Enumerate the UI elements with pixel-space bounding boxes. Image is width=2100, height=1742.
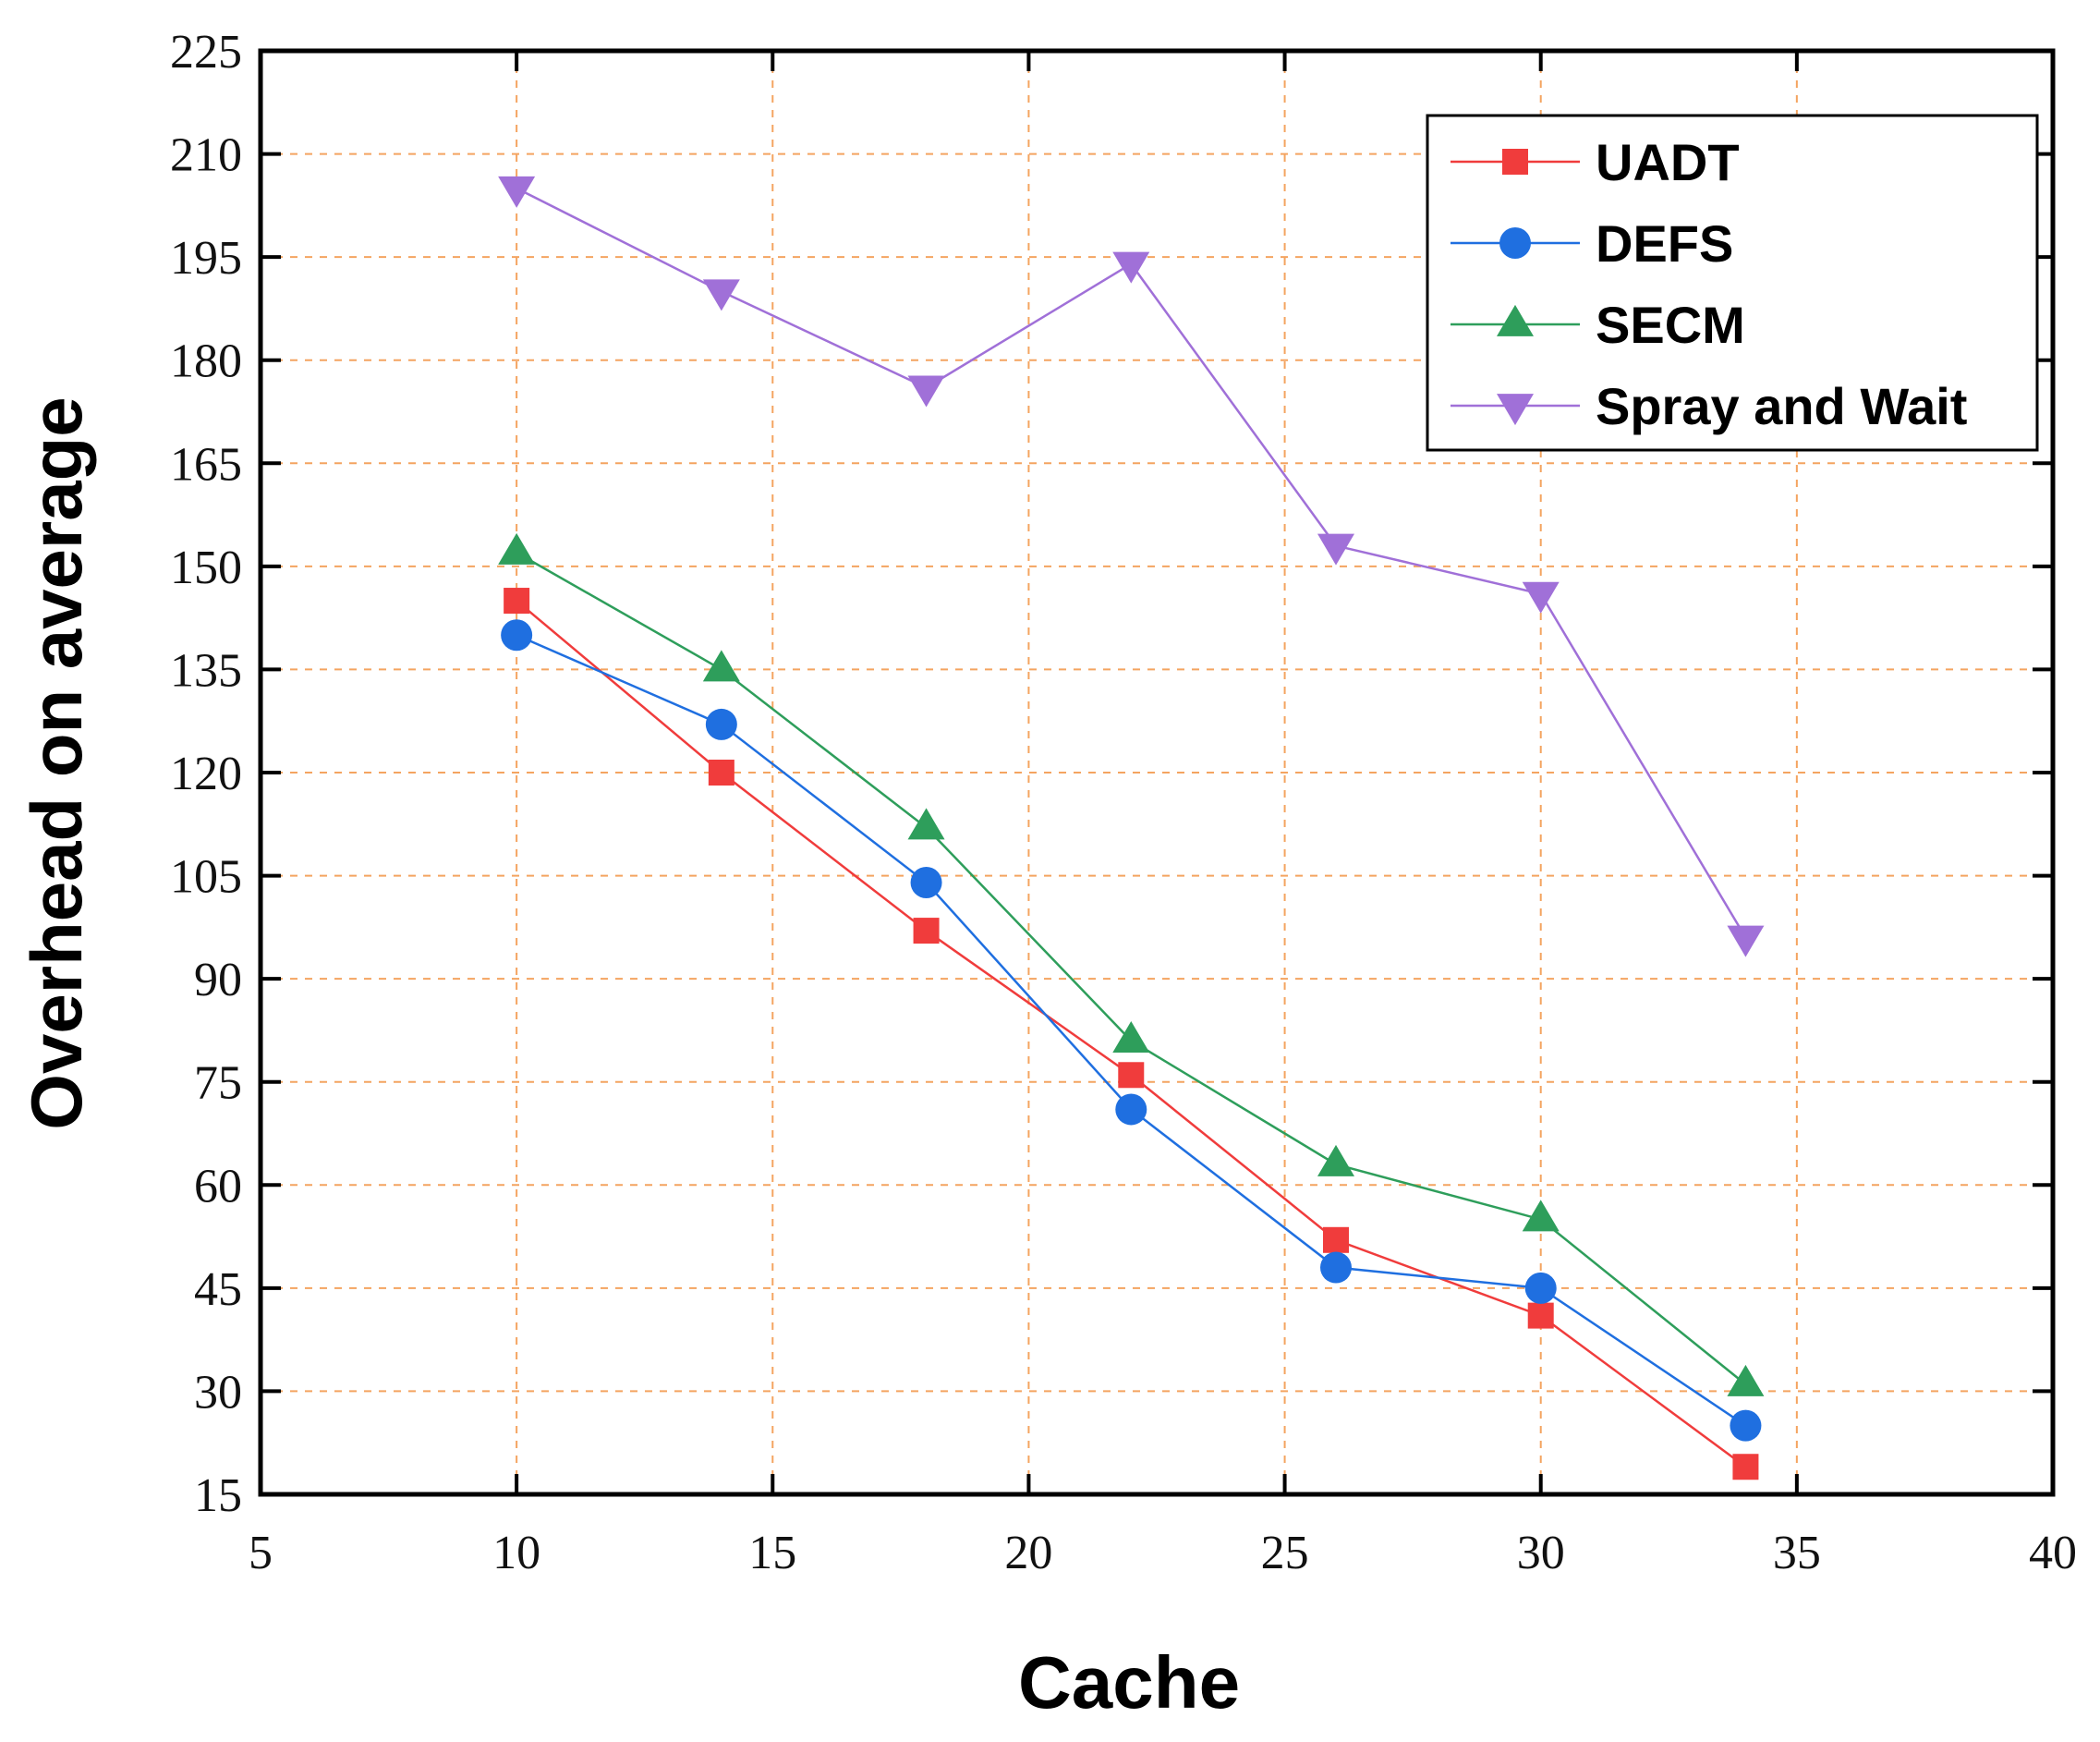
y-tick-label: 60 bbox=[194, 1160, 242, 1212]
legend-label: UADT bbox=[1596, 133, 1740, 191]
legend-item: SECM bbox=[1451, 296, 1745, 354]
x-tick-label: 15 bbox=[748, 1527, 796, 1579]
data-point bbox=[501, 619, 533, 652]
legend-item: DEFS bbox=[1451, 214, 1733, 273]
data-point bbox=[1730, 1409, 1762, 1442]
x-axis-title: Cache bbox=[1018, 1641, 1240, 1724]
legend-marker bbox=[1497, 304, 1534, 336]
data-point bbox=[702, 279, 740, 311]
x-tick-label: 40 bbox=[2029, 1527, 2077, 1579]
x-tick-label: 35 bbox=[1773, 1527, 1821, 1579]
series-spray-and-wait bbox=[498, 176, 1765, 957]
data-point bbox=[498, 532, 536, 565]
legend-marker bbox=[1502, 149, 1528, 175]
data-point bbox=[1727, 1364, 1765, 1396]
data-point bbox=[907, 808, 945, 840]
data-point bbox=[705, 708, 737, 740]
y-tick-label: 105 bbox=[170, 851, 242, 904]
data-point bbox=[1323, 1226, 1349, 1253]
data-point bbox=[1112, 251, 1150, 284]
legend-marker bbox=[1499, 227, 1531, 259]
x-tick-label: 10 bbox=[492, 1527, 540, 1579]
data-point bbox=[1320, 1251, 1352, 1284]
data-point bbox=[498, 176, 536, 208]
x-tick-label: 25 bbox=[1261, 1527, 1309, 1579]
data-point bbox=[913, 918, 940, 944]
y-tick-label: 225 bbox=[170, 26, 242, 79]
y-tick-label: 30 bbox=[194, 1366, 242, 1419]
legend-item: UADT bbox=[1451, 133, 1740, 191]
legend-label: SECM bbox=[1596, 296, 1745, 354]
y-tick-label: 135 bbox=[170, 644, 242, 697]
series-uadt bbox=[504, 588, 1759, 1480]
data-point bbox=[1727, 925, 1765, 957]
data-point bbox=[1112, 1021, 1150, 1054]
x-tick-label: 20 bbox=[1004, 1527, 1052, 1579]
data-point bbox=[504, 588, 530, 615]
y-tick-label: 90 bbox=[194, 954, 242, 1006]
series-group bbox=[498, 176, 1765, 1480]
legend-marker bbox=[1497, 394, 1534, 426]
y-tick-label: 45 bbox=[194, 1263, 242, 1316]
data-point bbox=[1317, 533, 1354, 566]
y-tick-label: 75 bbox=[194, 1057, 242, 1110]
y-tick-label: 15 bbox=[194, 1469, 242, 1522]
legend-label: Spray and Wait bbox=[1596, 377, 1967, 435]
legend-label: DEFS bbox=[1596, 214, 1733, 273]
y-axis-title: Overhead on average bbox=[16, 396, 97, 1129]
data-point bbox=[907, 375, 945, 408]
data-point bbox=[1524, 1272, 1557, 1304]
legend-item: Spray and Wait bbox=[1451, 377, 1967, 435]
data-point bbox=[708, 760, 734, 786]
data-point bbox=[1732, 1454, 1759, 1480]
data-point bbox=[1527, 1302, 1554, 1329]
axis-ticks: 5 10 15 20 25 30 35 40 15 30 45 60 75 90 105 120 135 150 1… bbox=[170, 26, 2077, 1579]
x-tick-label: 30 bbox=[1517, 1527, 1565, 1579]
series-secm bbox=[498, 532, 1765, 1396]
data-point bbox=[1522, 1200, 1560, 1232]
data-point bbox=[1115, 1093, 1147, 1126]
y-tick-label: 180 bbox=[170, 335, 242, 388]
series-defs bbox=[501, 619, 1762, 1442]
data-point bbox=[1118, 1062, 1145, 1089]
y-tick-label: 210 bbox=[170, 129, 242, 182]
y-tick-label: 120 bbox=[170, 748, 242, 800]
y-tick-label: 165 bbox=[170, 438, 242, 491]
data-point bbox=[910, 867, 942, 899]
data-point bbox=[1522, 581, 1560, 614]
y-tick-label: 195 bbox=[170, 232, 242, 285]
series-line bbox=[516, 551, 1747, 1385]
y-tick-label: 150 bbox=[170, 542, 242, 594]
data-point bbox=[702, 650, 740, 682]
data-point bbox=[1317, 1144, 1354, 1176]
x-tick-label: 5 bbox=[249, 1527, 273, 1579]
legend: UADT DEFS SECM Spray and Wait bbox=[1426, 114, 2039, 452]
